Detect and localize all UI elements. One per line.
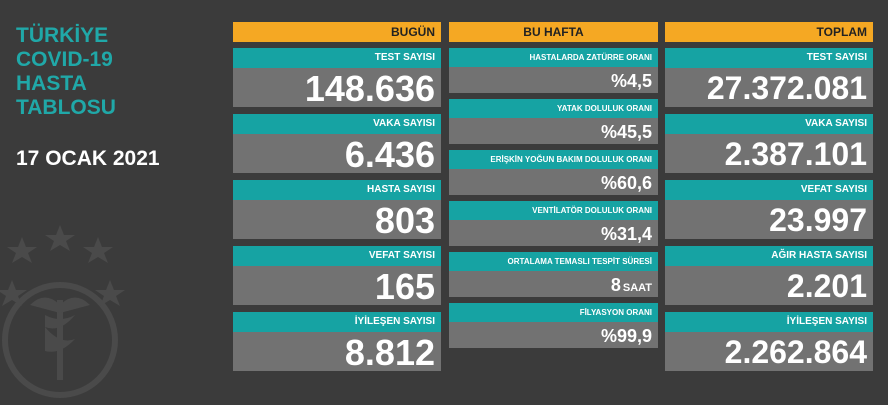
report-date: 17 OCAK 2021 [16, 147, 160, 170]
total-death-card: VEFAT SAYISI 23.997 [665, 180, 873, 239]
card-label: TEST SAYISI [233, 48, 441, 68]
card-label: VEFAT SAYISI [665, 180, 873, 200]
today-death-card: VEFAT SAYISI 165 [233, 246, 441, 305]
card-label: FİLYASYON ORANI [449, 303, 658, 322]
pneumonia-rate-card: HASTALARDA ZATÜRRE ORANI %4,5 [449, 48, 658, 93]
contact-tracing-time-card: ORTALAMA TEMASLI TESPİT SÜRESİ 8 SAAT [449, 252, 658, 297]
card-label: HASTA SAYISI [233, 180, 441, 200]
card-label: VENTİLATÖR DOLULUK ORANI [449, 201, 658, 220]
card-value: 27.372.081 [665, 68, 873, 107]
total-test-card: TEST SAYISI 27.372.081 [665, 48, 873, 107]
card-value: %31,4 [449, 220, 658, 246]
card-label: TEST SAYISI [665, 48, 873, 68]
card-label: ERİŞKİN YOĞUN BAKIM DOLULUK ORANI [449, 150, 658, 169]
filiation-rate-card: FİLYASYON ORANI %99,9 [449, 303, 658, 348]
title-line-3: HASTA [16, 72, 87, 95]
card-value: %99,9 [449, 322, 658, 348]
card-label: AĞIR HASTA SAYISI [665, 246, 873, 266]
total-case-card: VAKA SAYISI 2.387.101 [665, 114, 873, 173]
card-value: %60,6 [449, 169, 658, 195]
card-value: 8 SAAT [449, 271, 658, 297]
title-line-1: TÜRKİYE [16, 24, 109, 47]
card-value: 8.812 [233, 332, 441, 371]
card-value: %45,5 [449, 118, 658, 144]
card-value: 803 [233, 200, 441, 239]
today-patient-card: HASTA SAYISI 803 [233, 180, 441, 239]
card-value: 2.387.101 [665, 134, 873, 173]
card-label: VEFAT SAYISI [233, 246, 441, 266]
card-value: 165 [233, 266, 441, 305]
card-value: 23.997 [665, 200, 873, 239]
total-header: TOPLAM [665, 22, 873, 42]
icu-occupancy-card: ERİŞKİN YOĞUN BAKIM DOLULUK ORANI %60,6 [449, 150, 658, 195]
total-severe-card: AĞIR HASTA SAYISI 2.201 [665, 246, 873, 305]
today-column: BUGÜN TEST SAYISI 148.636 VAKA SAYISI 6.… [233, 22, 441, 378]
this-week-column: BU HAFTA HASTALARDA ZATÜRRE ORANI %4,5 Y… [449, 22, 658, 354]
title-line-2: COVID-19 [16, 48, 113, 71]
ventilator-occupancy-card: VENTİLATÖR DOLULUK ORANI %31,4 [449, 201, 658, 246]
value-unit: SAAT [622, 282, 652, 294]
card-label: VAKA SAYISI [665, 114, 873, 134]
health-ministry-emblem-icon [0, 225, 125, 398]
total-recovered-card: İYİLEŞEN SAYISI 2.262.864 [665, 312, 873, 371]
card-value: 148.636 [233, 68, 441, 107]
card-label: HASTALARDA ZATÜRRE ORANI [449, 48, 658, 67]
value-number: 8 [610, 275, 621, 295]
card-label: ORTALAMA TEMASLI TESPİT SÜRESİ [449, 252, 658, 271]
today-recovered-card: İYİLEŞEN SAYISI 8.812 [233, 312, 441, 371]
card-label: İYİLEŞEN SAYISI [665, 312, 873, 332]
card-value: 2.201 [665, 266, 873, 305]
card-label: YATAK DOLULUK ORANI [449, 99, 658, 118]
today-test-card: TEST SAYISI 148.636 [233, 48, 441, 107]
title-line-4: TABLOSU [16, 96, 116, 119]
card-value: 6.436 [233, 134, 441, 173]
this-week-header: BU HAFTA [449, 22, 658, 42]
total-column: TOPLAM TEST SAYISI 27.372.081 VAKA SAYIS… [665, 22, 873, 378]
bed-occupancy-card: YATAK DOLULUK ORANI %45,5 [449, 99, 658, 144]
card-label: İYİLEŞEN SAYISI [233, 312, 441, 332]
today-header: BUGÜN [233, 22, 441, 42]
card-value: %4,5 [449, 67, 658, 93]
page-title: TÜRKİYE COVID-19 HASTA TABLOSU [16, 24, 116, 120]
card-label: VAKA SAYISI [233, 114, 441, 134]
today-case-card: VAKA SAYISI 6.436 [233, 114, 441, 173]
card-value: 2.262.864 [665, 332, 873, 371]
